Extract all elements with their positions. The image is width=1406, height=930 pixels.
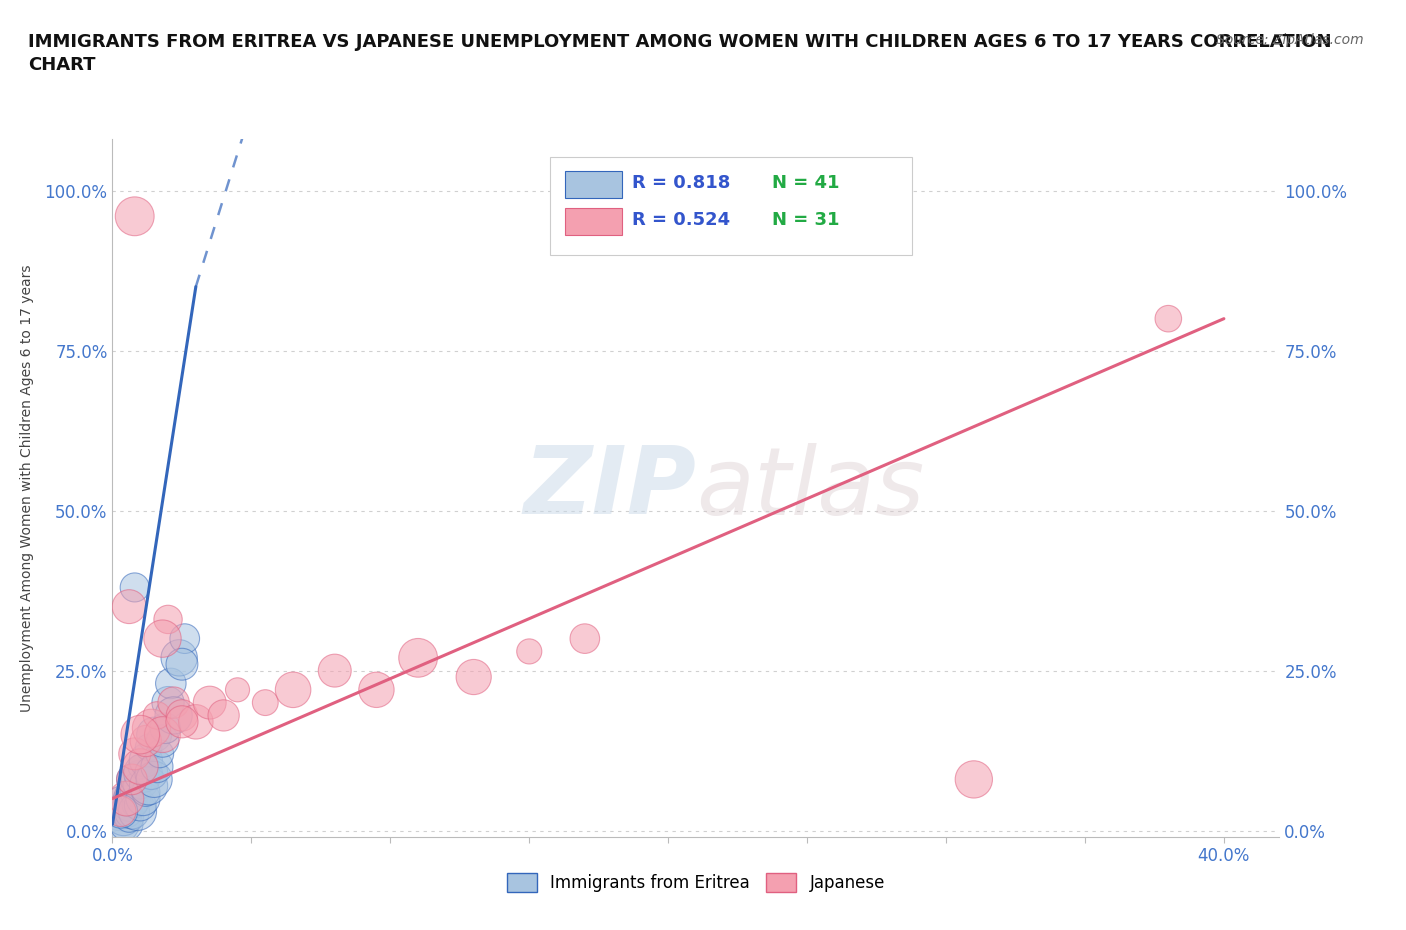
Point: [129, 772, 152, 787]
Point: [129, 759, 152, 774]
Point: [141, 765, 163, 780]
Point: [162, 696, 184, 711]
Text: atlas: atlas: [696, 443, 924, 534]
Point: [184, 714, 207, 729]
Point: [110, 817, 132, 831]
Text: ZIP: ZIP: [523, 443, 696, 534]
Point: [124, 209, 146, 224]
Point: [127, 804, 149, 818]
Point: [110, 804, 132, 818]
Point: [254, 696, 277, 711]
Point: [124, 580, 146, 595]
Point: [173, 631, 195, 646]
Point: [115, 804, 138, 818]
Point: [110, 804, 132, 818]
Point: [132, 765, 155, 780]
Point: [141, 721, 163, 736]
Point: [124, 785, 146, 800]
Point: [1157, 312, 1180, 326]
Point: [107, 810, 129, 825]
Point: [212, 708, 235, 723]
Point: [135, 734, 157, 749]
Point: [118, 810, 141, 825]
Point: [406, 650, 429, 665]
Point: [226, 683, 249, 698]
Point: [115, 817, 138, 831]
Y-axis label: Unemployment Among Women with Children Ages 6 to 17 years: Unemployment Among Women with Children A…: [20, 264, 34, 712]
Point: [167, 650, 190, 665]
Point: [517, 644, 540, 658]
Point: [574, 631, 596, 646]
Point: [135, 785, 157, 800]
Point: [198, 696, 221, 711]
Point: [124, 747, 146, 762]
Legend: Immigrants from Eritrea, Japanese: Immigrants from Eritrea, Japanese: [501, 866, 891, 898]
Point: [162, 708, 184, 723]
Point: [170, 708, 193, 723]
Point: [152, 727, 174, 742]
Text: N = 31: N = 31: [772, 211, 839, 230]
Point: [146, 708, 169, 723]
Text: Source: ZipAtlas.com: Source: ZipAtlas.com: [1216, 33, 1364, 46]
Point: [323, 663, 346, 678]
Point: [127, 778, 149, 793]
Point: [110, 804, 132, 818]
Text: IMMIGRANTS FROM ERITREA VS JAPANESE UNEMPLOYMENT AMONG WOMEN WITH CHILDREN AGES : IMMIGRANTS FROM ERITREA VS JAPANESE UNEM…: [28, 33, 1331, 74]
Point: [138, 778, 160, 793]
Text: R = 0.524: R = 0.524: [631, 211, 730, 230]
Point: [146, 759, 169, 774]
Point: [143, 727, 166, 742]
Point: [115, 791, 138, 806]
Point: [157, 612, 180, 627]
Point: [157, 696, 180, 711]
Point: [143, 772, 166, 787]
Point: [463, 670, 485, 684]
Point: [129, 727, 152, 742]
Point: [138, 740, 160, 755]
Point: [121, 791, 143, 806]
Point: [118, 798, 141, 813]
Point: [121, 772, 143, 787]
Point: [152, 734, 174, 749]
Point: [152, 631, 174, 646]
Text: N = 41: N = 41: [772, 175, 839, 193]
FancyBboxPatch shape: [565, 171, 623, 198]
FancyBboxPatch shape: [565, 208, 623, 235]
Point: [124, 798, 146, 813]
Point: [963, 772, 986, 787]
Point: [129, 798, 152, 813]
Point: [118, 599, 141, 614]
Point: [115, 791, 138, 806]
Point: [281, 683, 304, 698]
Text: R = 0.818: R = 0.818: [631, 175, 730, 193]
Point: [112, 810, 135, 825]
Point: [149, 747, 172, 762]
Point: [112, 798, 135, 813]
Point: [170, 657, 193, 671]
FancyBboxPatch shape: [550, 157, 912, 255]
Point: [170, 714, 193, 729]
Point: [155, 721, 177, 736]
Point: [366, 683, 388, 698]
Point: [135, 752, 157, 767]
Point: [160, 676, 183, 691]
Point: [132, 791, 155, 806]
Point: [121, 804, 143, 818]
Point: [129, 759, 152, 774]
Point: [121, 772, 143, 787]
